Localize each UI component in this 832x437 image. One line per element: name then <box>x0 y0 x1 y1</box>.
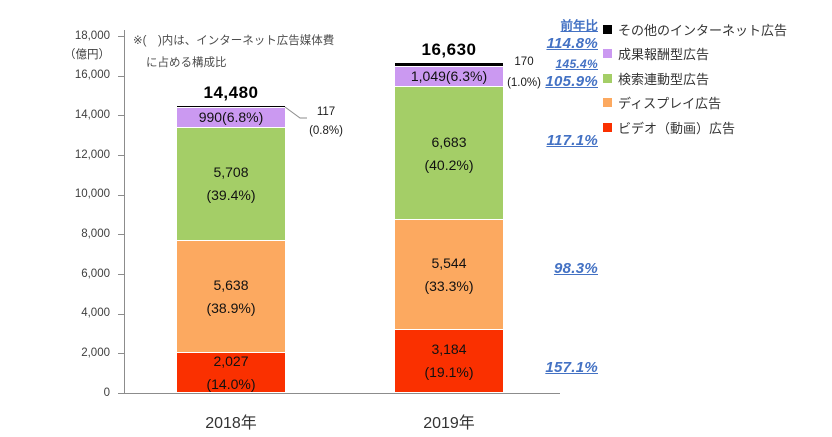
y-tick-label: 18,000 <box>74 29 110 42</box>
legend-swatch-icon <box>603 122 612 132</box>
yoy-value: 98.3% <box>553 259 598 277</box>
bar-total-label: 14,480 <box>203 82 259 102</box>
legend-item-label: 検索連動型広告 <box>618 71 710 87</box>
y-tick-label: 0 <box>103 386 110 399</box>
bar-segment <box>395 63 503 67</box>
yoy-column-header: 前年比 <box>560 19 598 33</box>
bar-segment <box>177 105 285 109</box>
y-tick-label: 4,000 <box>81 307 110 320</box>
y-tick-mark <box>118 75 124 77</box>
y-axis-unit-label: （億円） <box>64 49 110 61</box>
y-tick-label: 8,000 <box>81 227 110 240</box>
y-tick-mark <box>118 274 124 275</box>
chart-note-line1: ※( )内は、インターネット広告媒体費 <box>133 35 335 47</box>
callout-leader-line <box>284 106 307 119</box>
legend-swatch-icon <box>603 49 612 58</box>
y-tick-mark <box>118 353 124 355</box>
y-tick-mark <box>118 234 124 236</box>
legend-item: 検索連動型広告 <box>603 70 710 87</box>
legend-item-label: 成果報酬型広告 <box>618 47 710 62</box>
yoy-value: 105.9% <box>545 72 598 90</box>
segment-label: 6,683 (40.2%) <box>424 133 474 173</box>
yoy-value: 157.1% <box>545 358 598 376</box>
bar-segment: 5,708 (39.4%) <box>177 127 285 241</box>
y-tick-label: 12,000 <box>74 148 110 161</box>
legend-swatch-icon <box>603 24 612 34</box>
legend-item-label: ビデオ（動画）広告 <box>618 120 736 136</box>
legend-swatch-icon <box>603 73 612 83</box>
bar-segment: 6,683 (40.2%) <box>395 87 503 220</box>
legend-item: ビデオ（動画）広告 <box>603 119 736 136</box>
chart-note-line2: に占める構成比 <box>146 57 227 69</box>
segment-label: 5,638 (38.9%) <box>206 276 256 316</box>
y-tick-label: 6,000 <box>81 267 110 280</box>
y-tick-label: 2,000 <box>81 346 110 359</box>
legend-item-label: その他のインターネット広告 <box>618 22 788 38</box>
legend-swatch-icon <box>603 98 612 107</box>
y-tick-mark <box>118 393 124 394</box>
segment-label: 3,184 (19.1%) <box>424 341 474 381</box>
black-segment-callout-2018: 117 (0.8%) <box>309 106 343 137</box>
bar-segment: 1,049(6.3%) <box>395 66 503 88</box>
x-axis-category-label: 2019年 <box>423 415 475 432</box>
bar-segment: 3,184 (19.1%) <box>395 329 503 393</box>
segment-label: 5,708 (39.4%) <box>206 164 256 204</box>
y-tick-label: 16,000 <box>74 69 110 82</box>
y-tick-mark <box>118 115 124 117</box>
y-tick-label: 14,000 <box>74 108 110 121</box>
bar-segment: 2,027 (14.0%) <box>177 352 285 393</box>
yoy-value: 117.1% <box>546 131 598 149</box>
y-tick-mark <box>118 194 124 196</box>
y-tick-mark <box>118 155 124 156</box>
bar-segment: 990(6.8%) <box>177 108 285 128</box>
legend-item: ディスプレイ広告 <box>603 95 721 111</box>
x-axis-line <box>124 393 560 394</box>
segment-label: 5,544 (33.3%) <box>424 254 474 294</box>
segment-label: 990(6.8%) <box>198 109 264 126</box>
black-segment-callout-2019: 170 (1.0%) <box>507 56 541 89</box>
y-axis-line <box>124 30 125 394</box>
y-tick-mark <box>118 36 124 37</box>
legend-item: その他のインターネット広告 <box>603 21 788 38</box>
yoy-value: 114.8% <box>546 34 598 52</box>
y-tick-mark <box>118 313 124 315</box>
bar-total-label: 16,630 <box>421 40 477 60</box>
legend-item: 成果報酬型広告 <box>603 46 709 62</box>
bar-segment: 5,544 (33.3%) <box>395 219 503 330</box>
yoy-value: 145.4% <box>555 56 598 71</box>
segment-label: 2,027 (14.0%) <box>206 352 256 392</box>
y-tick-label: 10,000 <box>74 188 110 201</box>
legend-item-label: ディスプレイ広告 <box>618 96 722 111</box>
bar-segment: 5,638 (38.9%) <box>177 240 285 353</box>
x-axis-category-label: 2018年 <box>205 415 257 432</box>
segment-label: 1,049(6.3%) <box>410 68 488 85</box>
